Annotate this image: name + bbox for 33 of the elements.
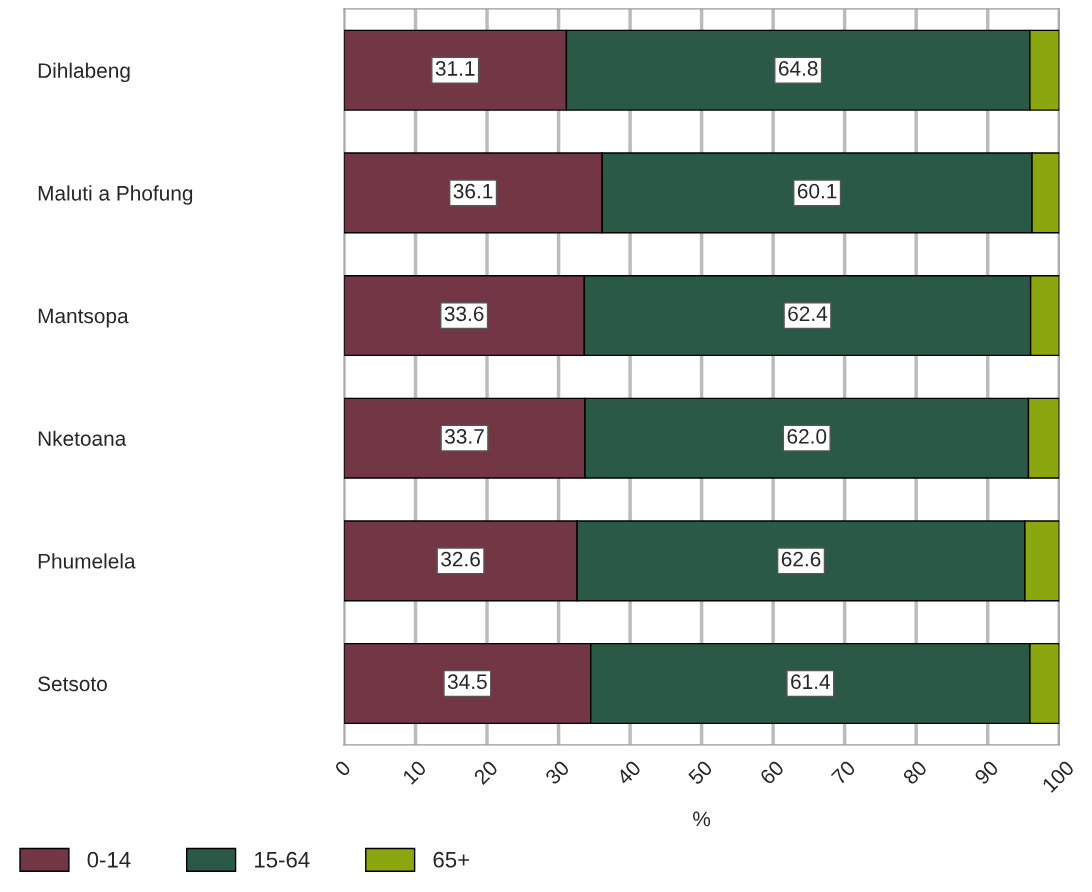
data-label: 32.6 — [441, 551, 480, 567]
y-tick-label: Setsoto — [38, 676, 107, 692]
legend-label: 0-14 — [87, 851, 131, 868]
x-tick-label: 0 — [333, 759, 352, 778]
y-tick-label: Mantsopa — [38, 308, 129, 328]
data-label: 61.4 — [791, 674, 830, 690]
data-label: 31.1 — [435, 61, 475, 76]
y-tick-label: Dihlabeng — [38, 62, 130, 83]
data-label: 33.6 — [444, 306, 484, 322]
x-tick-label: 20 — [473, 759, 499, 786]
data-label: 60.1 — [797, 183, 837, 199]
x-tick-label: 60 — [759, 759, 785, 786]
x-tick-label: 80 — [902, 759, 928, 786]
y-tick-label: Nketoana — [38, 430, 127, 446]
x-tick-label: 40 — [615, 759, 642, 786]
data-label: 36.1 — [453, 183, 493, 199]
x-tick-label: 30 — [544, 759, 571, 786]
x-tick-label: 10 — [401, 759, 428, 785]
x-tick-label: 70 — [830, 759, 857, 786]
legend-label: 15-64 — [255, 851, 310, 868]
data-label: 34.5 — [447, 674, 487, 690]
data-label: 62.0 — [787, 429, 827, 444]
data-label: 33.7 — [445, 429, 484, 444]
x-tick-label: 100 — [1041, 759, 1075, 793]
x-axis-title: % — [693, 811, 711, 827]
y-tick-label: Phumelela — [38, 553, 136, 569]
data-label: 62.4 — [788, 306, 828, 322]
x-tick-label: 50 — [687, 759, 714, 786]
y-tick-label: Maluti a Phofung — [38, 185, 193, 205]
legend-label: 65+ — [433, 851, 470, 868]
data-label: 62.6 — [781, 551, 821, 567]
data-label: 64.8 — [778, 61, 818, 76]
x-tick-label: 90 — [973, 759, 1000, 786]
